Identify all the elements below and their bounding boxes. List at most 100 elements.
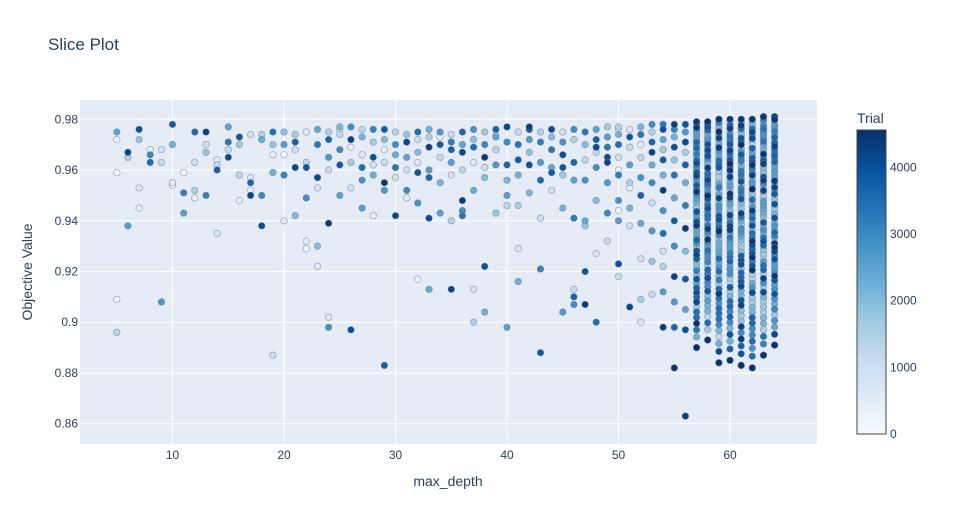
data-point [715, 216, 723, 224]
data-point [492, 146, 500, 154]
data-point [759, 226, 768, 234]
data-point [681, 275, 690, 283]
data-point [291, 163, 299, 172]
data-point [704, 170, 712, 178]
data-point [581, 141, 589, 149]
data-point [726, 166, 734, 174]
data-point [759, 303, 768, 311]
data-point [525, 161, 533, 169]
data-point [503, 123, 511, 131]
data-point [202, 148, 210, 156]
data-point [614, 196, 623, 205]
data-point [715, 201, 723, 209]
data-point [748, 178, 756, 186]
data-point [536, 176, 545, 184]
data-point [358, 163, 366, 172]
data-point [425, 174, 433, 182]
data-point [581, 156, 589, 164]
x-axis-ticks: 10 20 30 40 50 60 [166, 448, 737, 462]
data-point [168, 141, 177, 149]
data-point [313, 262, 322, 271]
data-point [135, 184, 143, 192]
data-point [737, 171, 745, 179]
data-point [135, 125, 143, 133]
data-point [614, 260, 623, 268]
data-point [603, 133, 612, 141]
data-point [369, 212, 377, 220]
data-point [626, 179, 634, 187]
data-point [391, 151, 400, 159]
data-point [637, 318, 645, 326]
data-point [681, 326, 690, 334]
data-point [481, 262, 489, 271]
data-point [648, 138, 656, 146]
data-point [704, 307, 712, 315]
data-point [269, 141, 277, 149]
data-point [224, 153, 232, 161]
data-point [325, 166, 333, 174]
data-point [692, 208, 701, 216]
data-point [514, 171, 522, 179]
data-point [280, 128, 288, 136]
data-point [559, 171, 567, 179]
data-point [737, 260, 745, 268]
data-point [113, 328, 121, 337]
data-point [637, 295, 645, 304]
data-point [191, 158, 199, 166]
data-point [692, 221, 701, 230]
data-point [759, 137, 768, 145]
data-point [525, 136, 533, 144]
data-point [570, 300, 578, 309]
data-point [547, 133, 556, 141]
data-point [748, 266, 756, 274]
data-point [425, 143, 433, 151]
data-point [748, 337, 756, 345]
data-point [637, 123, 645, 131]
data-point [280, 141, 288, 149]
data-point [637, 130, 645, 139]
data-point [447, 146, 455, 154]
data-point [626, 222, 634, 230]
data-point [470, 158, 478, 166]
data-point [692, 298, 701, 306]
data-point [704, 146, 712, 154]
data-point [759, 176, 768, 184]
data-point [737, 350, 745, 358]
data-point [336, 130, 344, 139]
data-point [726, 190, 734, 198]
data-point [269, 128, 277, 136]
data-point [759, 288, 768, 296]
data-point [614, 153, 623, 161]
data-point [726, 183, 734, 191]
data-point [704, 274, 712, 282]
data-point [770, 142, 779, 150]
data-point [481, 153, 489, 161]
data-point [659, 136, 667, 144]
data-point [692, 319, 701, 328]
data-point [503, 323, 511, 331]
data-point [715, 128, 723, 136]
data-point [202, 191, 210, 199]
data-point [748, 144, 756, 152]
data-point [269, 351, 277, 359]
data-point [481, 163, 489, 172]
data-point [191, 128, 199, 136]
data-point [547, 186, 556, 194]
data-point [380, 179, 389, 187]
data-point [559, 138, 567, 146]
data-point [280, 171, 288, 179]
data-point [570, 285, 578, 293]
data-point [470, 143, 478, 151]
data-point [536, 138, 545, 146]
data-point [770, 152, 779, 160]
data-point [770, 323, 779, 331]
data-point [704, 297, 712, 305]
data-point [737, 151, 745, 159]
data-point [681, 148, 690, 156]
data-point [113, 169, 121, 177]
data-point [514, 156, 522, 164]
data-point [124, 148, 132, 156]
data-point [559, 163, 567, 172]
data-point [581, 176, 589, 184]
data-point [113, 128, 121, 136]
